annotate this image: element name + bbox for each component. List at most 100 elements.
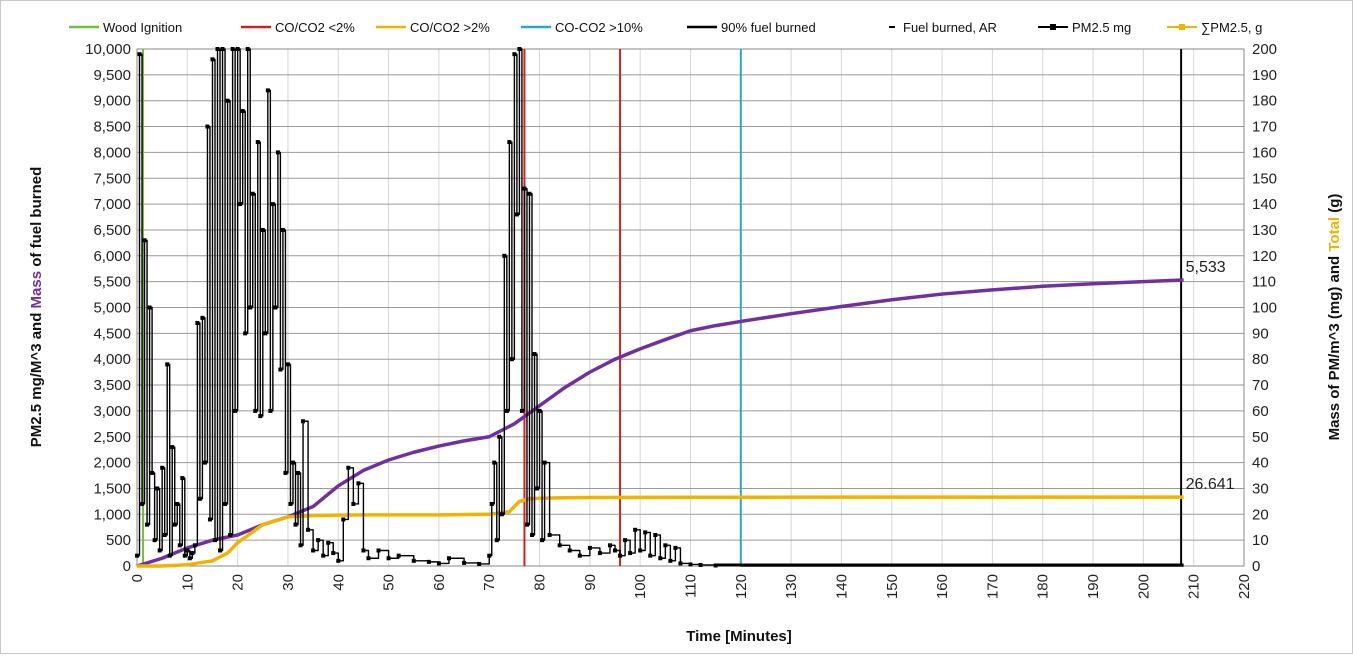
y-right-tick-label: 90 (1252, 325, 1269, 342)
pm25-point (537, 408, 542, 413)
pm25-point (147, 305, 152, 310)
pm25-point (532, 352, 537, 357)
pm25-point (499, 512, 504, 517)
pm25-point (135, 553, 139, 558)
x-tick-label: 100 (632, 574, 649, 599)
pm25-point (137, 52, 142, 57)
y-left-tick-label: 4,000 (93, 351, 131, 368)
y-right-tick-label: 70 (1252, 377, 1269, 394)
legend-marker (1050, 24, 1056, 30)
pm25-point (172, 522, 177, 527)
pm25-point (187, 556, 192, 561)
y-left-tick-label: 500 (106, 532, 131, 549)
pm25-point (540, 538, 545, 543)
pm25-point (245, 47, 250, 51)
y-left-title-part-3: of fuel burned (28, 167, 45, 271)
pm25-point (542, 460, 547, 465)
series-lines (135, 47, 1184, 568)
pm25-point (678, 561, 683, 566)
x-tick-label: 120 (733, 574, 750, 599)
pm25-point (366, 556, 371, 561)
pm25-point (167, 553, 172, 558)
pm25-point (613, 548, 618, 553)
legend-item: CO/CO2 <2% (241, 20, 355, 35)
pm25-point (296, 470, 301, 475)
pm25-point (336, 558, 341, 563)
legend: Wood Ignition CO/CO2 <2% CO/CO2 >2% CO-CO2 … (69, 20, 1262, 35)
pm25-point (225, 98, 230, 103)
pm25-point (200, 315, 205, 320)
pm25-point (165, 362, 170, 367)
x-tick-label: 90 (582, 574, 599, 591)
pm25-point (280, 227, 285, 232)
y-left-tick-label: 6,500 (93, 222, 131, 239)
x-tick-label: 80 (532, 574, 549, 591)
pm25-point (255, 140, 260, 145)
pm25-point (446, 556, 451, 561)
pm25-point (663, 543, 668, 548)
pm25-point (260, 227, 265, 232)
y-left-tick-label: 8,500 (93, 119, 131, 136)
legend-item: 90% fuel burned (687, 20, 816, 35)
pm25-point (160, 465, 165, 470)
pm25-point (230, 47, 235, 51)
pm25-point (688, 562, 693, 567)
pm25-point (273, 305, 278, 310)
y-right-tick-label: 100 (1252, 300, 1277, 317)
pm25-point (462, 560, 467, 565)
y-left-tick-label: 6,000 (93, 248, 131, 265)
pm25-point (527, 191, 532, 196)
legend-item: PM2.5 mg (1038, 20, 1131, 35)
y-left-tick-label: 1,500 (93, 480, 131, 497)
y-left-tick-label: 9,000 (93, 93, 131, 110)
x-tick-label: 30 (280, 574, 297, 591)
pm25-point (514, 212, 519, 217)
pm25-point (210, 57, 215, 62)
y-right-tick-label: 140 (1252, 196, 1277, 213)
pm25-point (618, 553, 623, 558)
y-left-tick-label: 5,500 (93, 274, 131, 291)
y-right-tick-label: 30 (1252, 480, 1269, 497)
annotations: 5,533 26.641 (1186, 259, 1235, 493)
y-right-tick-label: 10 (1252, 532, 1269, 549)
pm25-point (497, 434, 502, 439)
legend-label: CO-CO2 >10% (555, 20, 643, 35)
pm25-point (557, 543, 562, 548)
y-left-axis-title: PM2.5 mg/M^3 and Mass of fuel burned (28, 167, 45, 448)
pm25-point (218, 548, 223, 553)
y-right-tick-label: 160 (1252, 144, 1277, 161)
pm25-point (270, 202, 275, 207)
y-right-tick-label: 200 (1252, 41, 1277, 58)
annotation-label: 26.641 (1186, 476, 1235, 493)
pm25-point (522, 186, 527, 191)
y-right-tick-label: 0 (1252, 558, 1260, 575)
pm25-point (673, 545, 678, 550)
pm25-point (155, 486, 160, 491)
y-left-tick-label: 7,500 (93, 170, 131, 187)
x-tick-label: 10 (179, 574, 196, 591)
pm25-point (190, 551, 195, 556)
pm25-point (202, 460, 207, 465)
pm25-point (331, 551, 336, 556)
x-tick-label: 40 (330, 574, 347, 591)
legend-item: Wood Ignition (69, 20, 182, 35)
pm25-point (351, 501, 356, 506)
pm25-point (502, 253, 507, 258)
pm25-point (535, 486, 540, 491)
pm25-point (326, 540, 331, 545)
y-right-tick-label: 60 (1252, 403, 1269, 420)
pm25-point (628, 551, 633, 556)
pm25-point (361, 548, 366, 553)
pm25-point (517, 47, 522, 51)
y-left-tick-labels: 0 500 1,000 1,500 2,000 2,500 3,000 3,500 4,000 4… (85, 41, 131, 575)
pm25-point (182, 553, 187, 558)
pm25-point (283, 470, 288, 475)
pm25-point (529, 532, 534, 537)
pm25-point (633, 527, 638, 532)
y-left-tick-label: 3,500 (93, 377, 131, 394)
x-tick-label: 200 (1135, 574, 1152, 599)
pm25-point (623, 538, 628, 543)
pm25-point (597, 551, 602, 556)
pm25-point (436, 561, 441, 566)
